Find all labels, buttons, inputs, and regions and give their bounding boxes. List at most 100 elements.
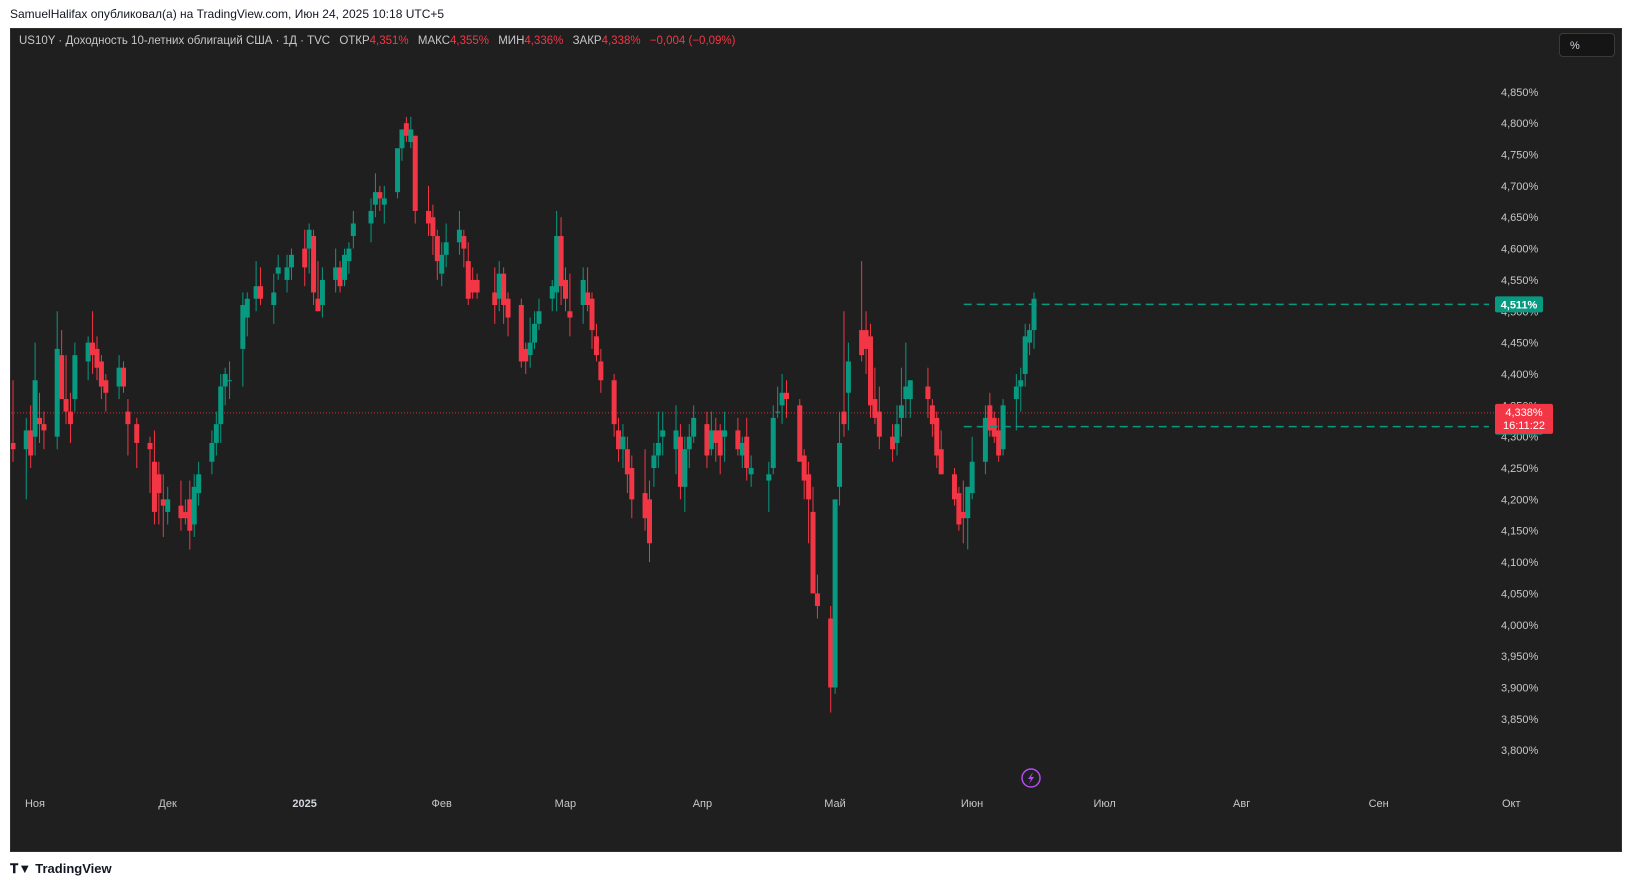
candle-body[interactable]	[686, 436, 692, 450]
candle-body[interactable]	[876, 411, 882, 437]
candle-body[interactable]	[182, 511, 188, 519]
symbol-name[interactable]: US10Y · Доходность 10-летних облигаций С…	[19, 35, 331, 47]
candle-body[interactable]	[443, 242, 449, 255]
candle-body[interactable]	[461, 236, 467, 249]
candle-body[interactable]	[403, 123, 409, 136]
candle-body[interactable]	[381, 198, 387, 205]
candle-body[interactable]	[841, 411, 847, 425]
candle-body[interactable]	[63, 399, 69, 412]
candle-body[interactable]	[67, 411, 73, 425]
candle-body[interactable]	[938, 449, 944, 475]
candle-body[interactable]	[395, 148, 401, 193]
candle-body[interactable]	[867, 336, 873, 406]
candle-body[interactable]	[934, 417, 940, 456]
candle-body[interactable]	[717, 430, 723, 456]
candle-body[interactable]	[624, 449, 630, 475]
candle-body[interactable]	[333, 267, 339, 280]
candle-body[interactable]	[350, 223, 356, 237]
candle-body[interactable]	[536, 311, 542, 324]
candle-body[interactable]	[165, 499, 171, 512]
candle-body[interactable]	[72, 355, 78, 400]
candle-body[interactable]	[646, 499, 652, 544]
candle-body[interactable]	[37, 417, 43, 425]
candle-body[interactable]	[240, 305, 246, 349]
candle-body[interactable]	[213, 424, 219, 443]
candle-body[interactable]	[399, 129, 405, 149]
candle-body[interactable]	[121, 367, 126, 387]
candle-body[interactable]	[837, 442, 843, 487]
candle-body[interactable]	[412, 135, 418, 211]
candle-body[interactable]	[832, 499, 838, 688]
candle-body[interactable]	[492, 292, 498, 305]
candle-body[interactable]	[439, 254, 445, 274]
lightning-icon[interactable]	[1021, 768, 1041, 788]
tradingview-logo[interactable]: 𝐓▼ TradingView	[10, 861, 112, 877]
candle-body[interactable]	[271, 292, 277, 305]
candle-body[interactable]	[563, 279, 568, 299]
candle-body[interactable]	[191, 486, 197, 525]
price-chart[interactable]: 4,850% 4,800% 4,750% 4,700% 4,650% 4,600% 4,55…	[11, 29, 1622, 852]
candle-body[interactable]	[156, 474, 162, 494]
candle-body[interactable]	[302, 248, 308, 268]
candle-body[interactable]	[209, 442, 215, 462]
candle-body[interactable]	[496, 273, 502, 299]
candle-body[interactable]	[929, 405, 935, 425]
candle-body[interactable]	[907, 380, 913, 400]
candle-body[interactable]	[218, 386, 224, 425]
candle-body[interactable]	[810, 511, 816, 594]
candle-body[interactable]	[739, 442, 745, 456]
candle-body[interactable]	[872, 399, 878, 418]
candle-body[interactable]	[567, 311, 573, 318]
candle-body[interactable]	[982, 417, 988, 462]
candle-body[interactable]	[1022, 336, 1028, 374]
candle-body[interactable]	[125, 411, 131, 425]
candle-body[interactable]	[611, 380, 617, 425]
candle-body[interactable]	[337, 267, 343, 287]
candle-body[interactable]	[859, 330, 865, 356]
candle-body[interactable]	[673, 430, 679, 450]
candle-body[interactable]	[677, 436, 683, 487]
candle-body[interactable]	[863, 330, 869, 349]
candle-body[interactable]	[505, 298, 511, 318]
candle-body[interactable]	[54, 348, 60, 437]
candle-body[interactable]	[288, 254, 294, 268]
candle-body[interactable]	[969, 461, 975, 494]
candle-body[interactable]	[94, 348, 100, 368]
candle-body[interactable]	[32, 380, 38, 437]
candle-body[interactable]	[593, 336, 599, 356]
candle-body[interactable]	[346, 248, 352, 262]
candle-body[interactable]	[828, 618, 834, 688]
candle-body[interactable]	[408, 129, 414, 142]
candle-body[interactable]	[377, 192, 383, 199]
candle-body[interactable]	[523, 348, 529, 362]
candle-body[interactable]	[890, 436, 896, 450]
candle-body[interactable]	[425, 210, 431, 224]
percent-scale-button[interactable]: %	[1559, 33, 1615, 57]
candle-body[interactable]	[275, 267, 281, 274]
candle-body[interactable]	[744, 436, 750, 469]
candle-body[interactable]	[342, 254, 347, 280]
candle-body[interactable]	[1013, 386, 1019, 400]
candle-body[interactable]	[598, 361, 604, 381]
candle-body[interactable]	[766, 474, 772, 481]
candle-body[interactable]	[372, 192, 378, 205]
candle-body[interactable]	[85, 342, 91, 362]
candle-body[interactable]	[474, 279, 480, 293]
candle-body[interactable]	[713, 430, 719, 443]
candle-body[interactable]	[704, 424, 710, 456]
candle-body[interactable]	[894, 424, 900, 443]
candle-body[interactable]	[770, 417, 776, 469]
candle-body[interactable]	[306, 229, 312, 249]
candle-body[interactable]	[784, 392, 789, 400]
candle-body[interactable]	[620, 436, 626, 450]
candle-body[interactable]	[222, 373, 228, 387]
candle-body[interactable]	[951, 474, 957, 500]
candle-body[interactable]	[585, 292, 591, 305]
candle-body[interactable]	[315, 298, 321, 312]
candle-body[interactable]	[470, 279, 476, 293]
candle-body[interactable]	[580, 279, 586, 305]
candle-body[interactable]	[660, 430, 666, 437]
candle-body[interactable]	[465, 261, 471, 299]
candle-body[interactable]	[90, 342, 96, 356]
candle-body[interactable]	[558, 236, 564, 287]
